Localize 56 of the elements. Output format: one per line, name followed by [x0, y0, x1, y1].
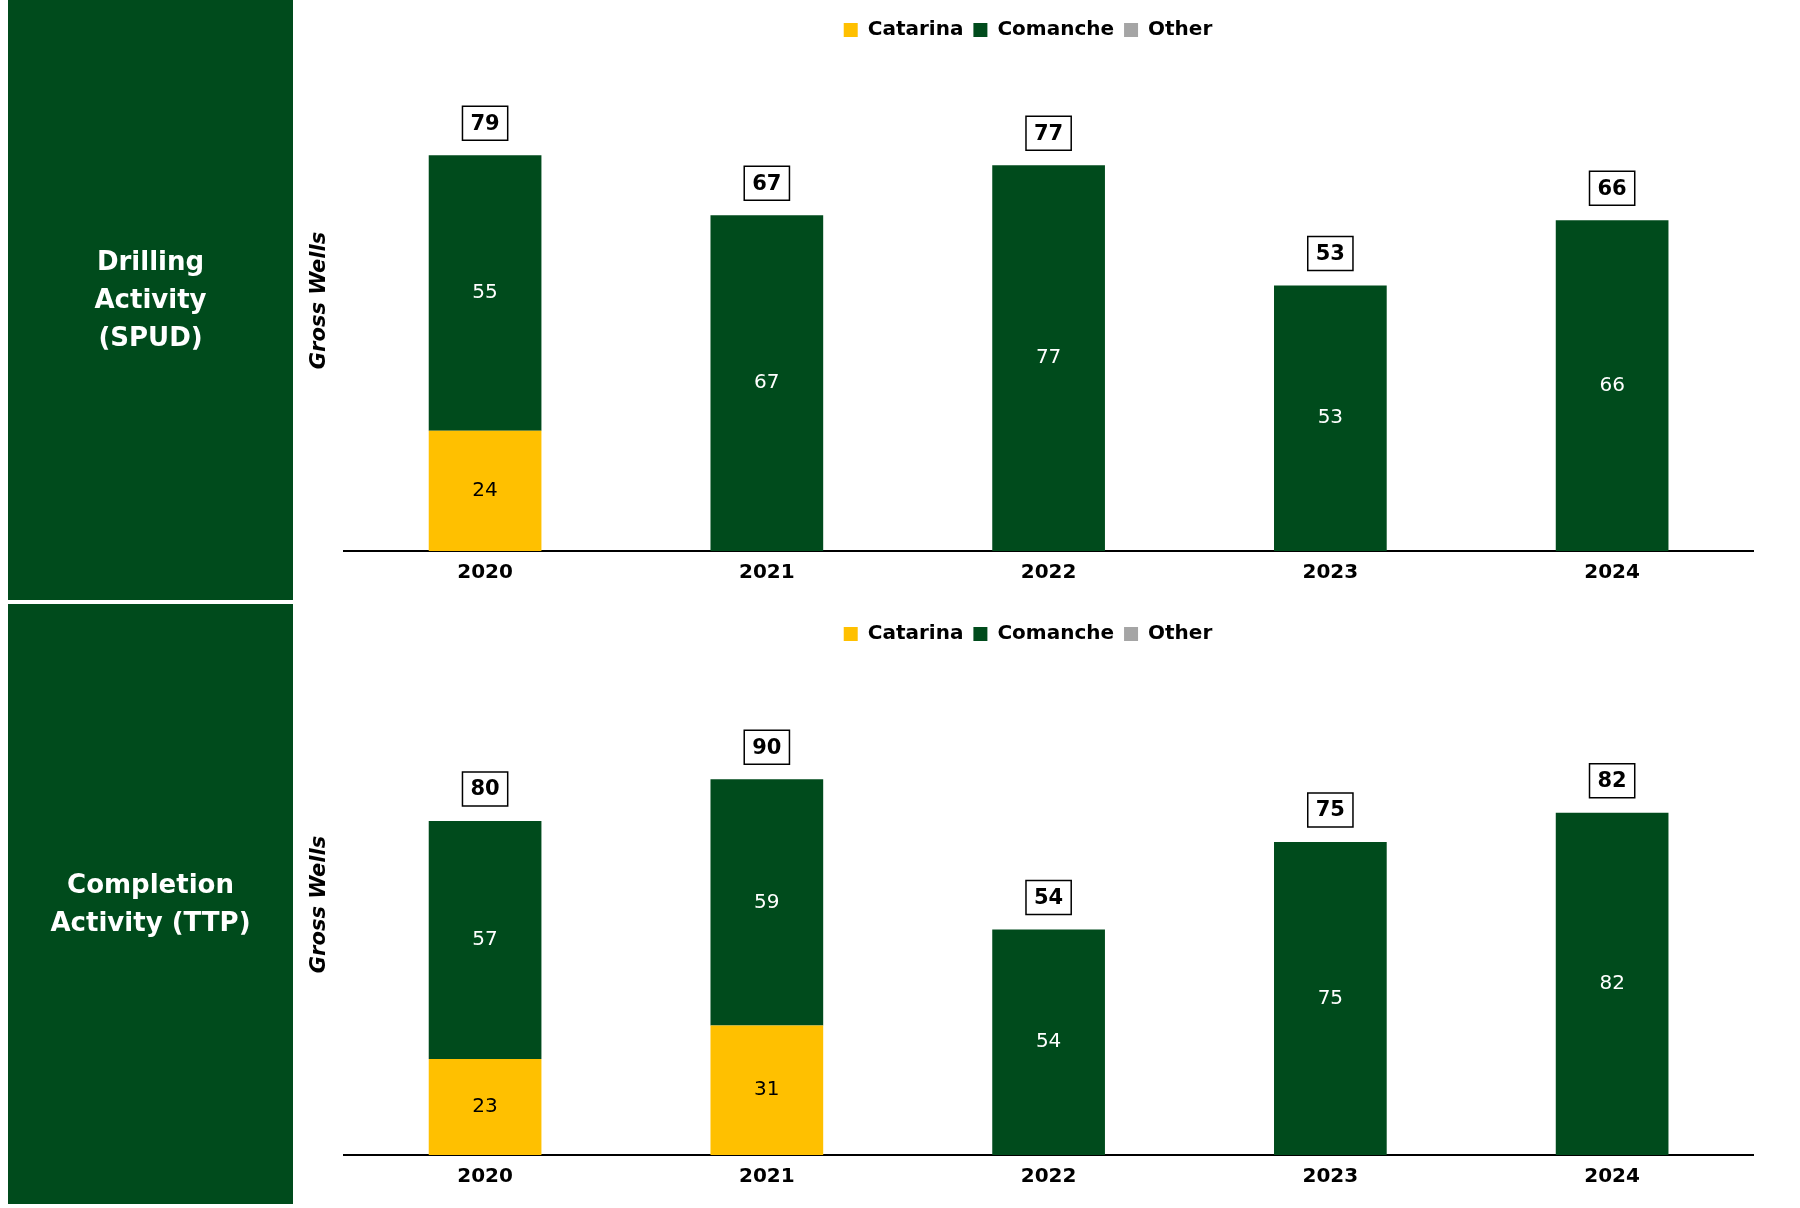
total-label: 54 [1033, 885, 1064, 909]
y-axis-title: Gross Wells [306, 231, 331, 370]
data-label: 67 [754, 369, 780, 394]
bar [428, 1058, 542, 1155]
bar [992, 165, 1105, 551]
legend-label: Catarina [867, 16, 964, 41]
total-label: 66 [1597, 175, 1627, 200]
data-label: 82 [1599, 970, 1625, 995]
bar [428, 821, 542, 1059]
x-tick-label: 2022 [1020, 1163, 1077, 1188]
total-label: 53 [1315, 240, 1345, 265]
x-tick-label: 2020 [457, 1163, 513, 1188]
data-label: 75 [1317, 984, 1344, 1009]
bar [428, 155, 542, 431]
x-tick-label: 2021 [739, 1163, 795, 1188]
y-axis-title: Gross Wells [306, 835, 331, 974]
legend-label: Other [1148, 16, 1213, 41]
bar [992, 929, 1105, 1155]
x-tick-label: 2023 [1302, 559, 1359, 584]
x-tick-label: 2024 [1584, 1163, 1640, 1188]
data-label: 23 [472, 1093, 498, 1118]
total-label: 80 [470, 776, 500, 801]
data-label: 55 [472, 279, 498, 304]
bar [1274, 841, 1387, 1155]
text: Completion Activity (TTP) [8, 604, 293, 1204]
bar [1555, 220, 1669, 551]
data-label: 77 [1035, 344, 1062, 369]
x-tick-label: 2022 [1020, 559, 1077, 584]
total-label: 77 [1033, 120, 1064, 145]
total-label: 79 [470, 110, 500, 135]
total-label: 90 [752, 734, 782, 759]
x-tick-label: 2020 [457, 559, 513, 584]
x-tick-label: 2021 [739, 559, 795, 584]
total-label: 82 [1597, 768, 1627, 793]
total-label: 67 [752, 170, 782, 195]
text: Drilling Activity (SPUD) [8, 0, 293, 600]
data-label: 66 [1599, 371, 1625, 396]
bar [710, 215, 824, 551]
bar [1274, 285, 1387, 551]
data-label: 31 [754, 1076, 780, 1101]
data-label: 57 [472, 926, 498, 951]
data-label: 53 [1317, 404, 1344, 429]
data-label: 24 [472, 477, 498, 502]
data-label: 59 [754, 888, 780, 913]
legend-label: Comanche [997, 620, 1115, 645]
bar [428, 430, 542, 551]
total-label: 75 [1315, 797, 1345, 822]
legend-label: Other [1148, 620, 1213, 645]
bar [710, 1025, 824, 1155]
legend-label: Catarina [867, 620, 964, 645]
bar [1555, 812, 1669, 1155]
x-tick-label: 2024 [1584, 559, 1640, 584]
data-label: 54 [1035, 1028, 1062, 1053]
legend-label: Comanche [997, 16, 1115, 41]
x-tick-label: 2023 [1302, 1163, 1359, 1188]
bar [710, 779, 824, 1026]
